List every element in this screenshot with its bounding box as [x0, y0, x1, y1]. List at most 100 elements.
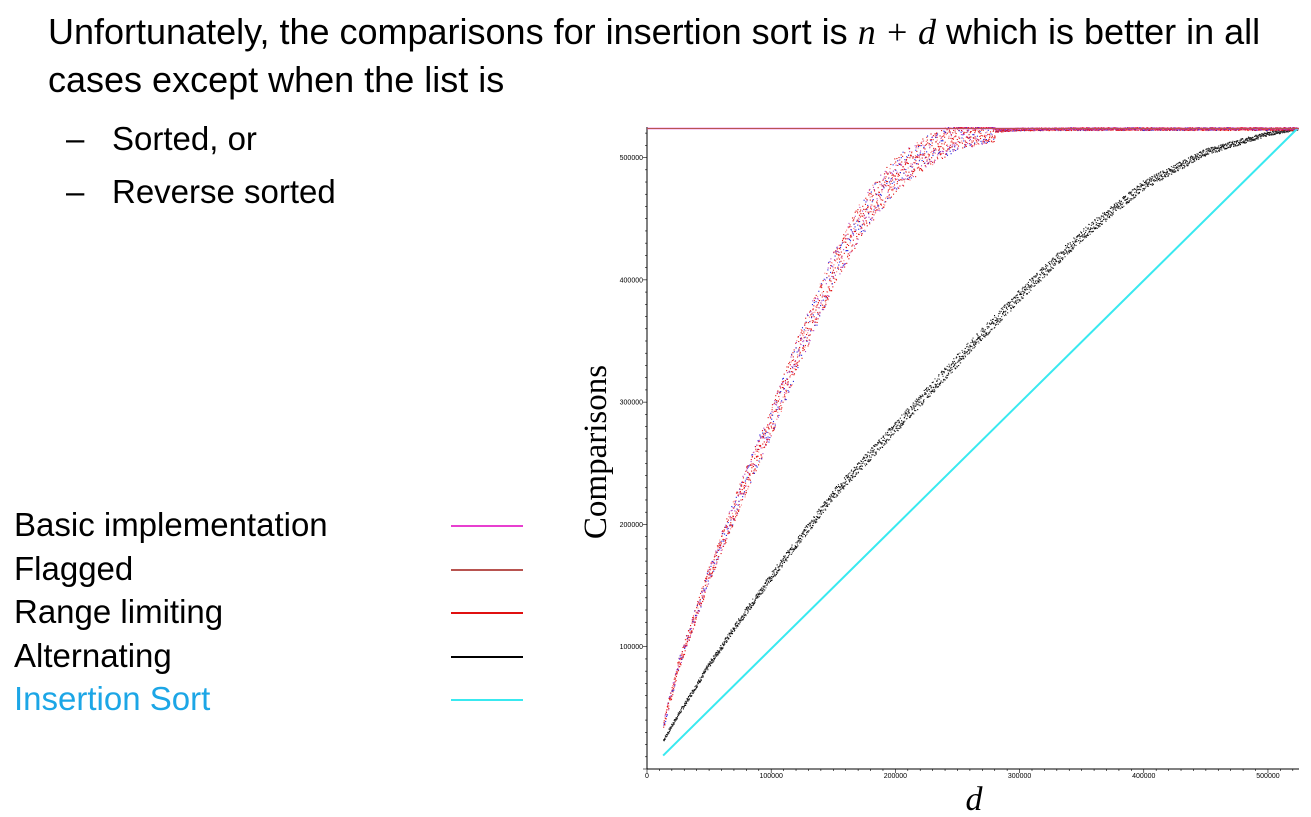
data-point: [765, 581, 767, 584]
data-point: [1147, 183, 1149, 185]
data-point: [872, 217, 874, 219]
data-point: [858, 214, 860, 216]
data-point: [684, 703, 686, 705]
data-point: [899, 427, 901, 429]
data-point: [757, 596, 759, 598]
data-point: [749, 608, 751, 610]
data-point: [785, 378, 788, 380]
data-point: [945, 368, 947, 370]
data-point: [1018, 290, 1020, 292]
data-point: [853, 466, 855, 468]
data-point: [847, 474, 849, 476]
data-point: [901, 164, 903, 166]
data-point: [748, 477, 750, 479]
data-point: [778, 391, 780, 393]
data-point: [859, 225, 861, 227]
data-point: [689, 636, 691, 638]
data-point: [838, 258, 841, 260]
data-point: [882, 435, 884, 437]
data-point: [779, 392, 781, 394]
data-point: [1126, 202, 1128, 204]
data-point: [730, 519, 732, 521]
legend-swatch: [451, 655, 523, 658]
data-point: [1240, 139, 1242, 141]
data-point: [917, 145, 920, 148]
data-point: [989, 137, 991, 139]
data-point: [831, 492, 833, 495]
data-point: [1092, 221, 1094, 223]
data-point: [964, 139, 966, 142]
data-point: [1158, 177, 1161, 180]
data-point: [688, 637, 690, 639]
data-point: [1255, 134, 1257, 136]
data-point: [689, 629, 691, 631]
data-point: [973, 129, 975, 131]
data-point: [802, 347, 804, 349]
data-point: [962, 147, 964, 149]
data-point: [844, 238, 847, 240]
data-point: [746, 468, 749, 470]
data-point: [828, 289, 831, 291]
data-point: [1194, 156, 1196, 158]
data-point: [763, 590, 765, 592]
data-point: [890, 180, 892, 182]
data-point: [982, 329, 984, 331]
data-point: [812, 525, 814, 527]
data-point: [823, 505, 825, 507]
data-point: [832, 491, 834, 493]
data-point: [1014, 301, 1016, 303]
data-point: [765, 439, 768, 441]
data-point: [685, 642, 687, 644]
data-point: [847, 233, 849, 235]
data-point: [667, 702, 670, 704]
data-point: [1000, 310, 1002, 312]
data-point: [955, 132, 957, 135]
data-point: [802, 348, 804, 350]
data-point: [1223, 146, 1225, 148]
data-point: [679, 654, 682, 656]
data-point: [1081, 240, 1083, 242]
data-point: [706, 665, 708, 667]
data-point: [890, 435, 892, 437]
data-point: [766, 584, 768, 586]
data-point: [823, 306, 825, 308]
data-point: [1217, 146, 1219, 149]
data-point: [936, 133, 939, 135]
data-point: [913, 161, 915, 164]
data-point: [1140, 188, 1142, 191]
data-point: [943, 380, 945, 382]
legend-swatch: [451, 612, 523, 614]
data-point: [698, 601, 700, 603]
data-point: [781, 383, 783, 385]
data-point: [748, 474, 750, 476]
data-point: [781, 407, 783, 409]
data-point: [960, 131, 962, 133]
data-point: [1041, 270, 1043, 272]
data-point: [767, 425, 769, 427]
data-point: [785, 390, 787, 392]
data-point: [986, 142, 988, 144]
data-point: [1057, 253, 1059, 255]
data-point: [780, 565, 782, 567]
data-point: [744, 473, 746, 475]
data-point: [689, 693, 691, 695]
data-point: [948, 137, 950, 139]
data-point: [805, 317, 807, 319]
data-point: [841, 270, 843, 272]
data-point: [704, 591, 706, 593]
data-point: [767, 426, 770, 428]
data-point: [1187, 165, 1189, 167]
data-point: [971, 141, 973, 143]
data-point: [880, 437, 882, 439]
data-point: [742, 496, 744, 498]
data-point: [1098, 217, 1100, 219]
data-point: [776, 572, 778, 574]
data-point: [766, 583, 768, 585]
data-point: [904, 159, 906, 161]
data-point: [711, 575, 713, 577]
data-point: [824, 272, 826, 274]
data-point: [1025, 284, 1027, 286]
data-point: [841, 255, 843, 257]
data-point: [846, 483, 848, 485]
data-point: [947, 370, 949, 372]
